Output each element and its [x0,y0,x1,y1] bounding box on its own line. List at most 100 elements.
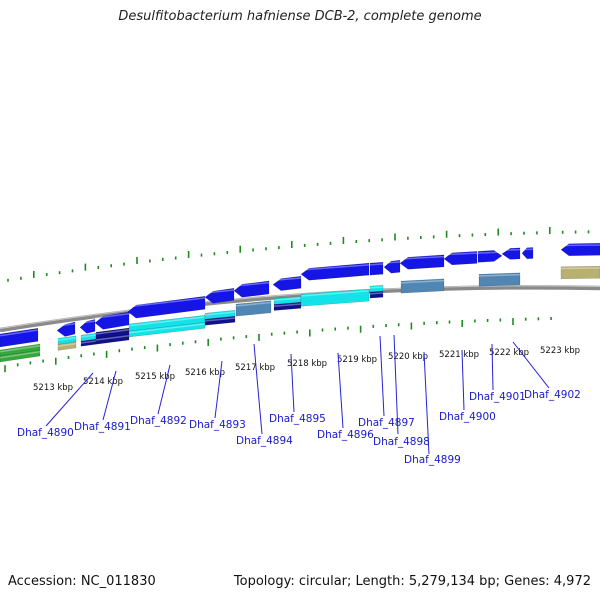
kbp-label-5218: 5218 kbp [287,359,327,369]
kbp-label-5216: 5216 kbp [185,368,225,378]
feature-highlight [301,264,369,271]
feature-highlight [57,323,75,328]
navy-feature[interactable] [273,301,302,311]
feature-highlight [301,290,369,297]
genome-summary-text: Topology: circular; Length: 5,279,134 bp… [233,574,591,589]
feature-highlight [128,297,205,308]
cds-feature[interactable] [399,254,445,270]
feature-highlight [401,279,444,284]
cyan-feature[interactable] [128,321,206,338]
feature-highlight [370,263,383,266]
feature-highlight [479,273,520,277]
cyan-feature[interactable] [369,284,384,293]
green-feature[interactable] [0,349,41,363]
feature-highlight [274,303,301,308]
feature-highlight [81,340,96,344]
feature-highlight [58,336,76,341]
cds-feature[interactable] [127,295,206,319]
khaki-feature[interactable] [57,341,77,351]
cds-feature[interactable] [300,262,370,281]
feature-highlight [444,252,477,256]
cyan-feature[interactable] [300,288,370,307]
feature-highlight [81,334,96,338]
feature-highlight [502,248,520,251]
gene-label-4892[interactable]: Dhaf_4892 [130,415,187,427]
cds-feature[interactable] [204,288,235,304]
top-tick-row [7,227,590,282]
feature-highlight [273,277,301,282]
leader-line-4901 [491,343,494,391]
cds-feature[interactable] [521,247,534,260]
feature-highlight [0,350,40,359]
feature-highlight [522,248,533,251]
cds-feature[interactable] [383,259,401,274]
bottom-tick-row [4,317,552,373]
cds-feature[interactable] [272,275,302,291]
navy-feature[interactable] [95,333,130,345]
cds-feature[interactable] [369,261,384,276]
steel-feature[interactable] [400,278,445,294]
navy-feature[interactable] [369,290,384,299]
gene-label-4896[interactable]: Dhaf_4896 [317,429,374,441]
kbp-label-5217: 5217 kbp [235,363,275,373]
cds-feature[interactable] [560,242,600,257]
feature-highlight [205,317,235,322]
feature-highlight [58,342,76,347]
gene-label-4898[interactable]: Dhaf_4898 [373,436,430,448]
cds-feature[interactable] [56,321,76,337]
feature-highlight [370,292,383,295]
feature-highlight [96,329,129,335]
gene-label-4890[interactable]: Dhaf_4890 [17,427,74,439]
cyan-feature[interactable] [57,335,77,345]
kbp-label-5223: 5223 kbp [540,346,580,356]
gene-label-4899[interactable]: Dhaf_4899 [404,454,461,466]
cds-feature[interactable] [501,247,521,260]
gene-label-4901[interactable]: Dhaf_4901 [469,391,526,403]
feature-highlight [0,344,40,353]
gene-label-4900[interactable]: Dhaf_4900 [439,411,496,423]
feature-highlight [478,251,502,254]
cds-feature[interactable] [233,280,270,298]
gene-label-4902[interactable]: Dhaf_4902 [524,389,581,401]
feature-highlight [234,281,269,287]
feature-highlight [236,301,271,307]
gene-label-4897[interactable]: Dhaf_4897 [358,417,415,429]
feature-highlight [205,311,235,316]
cds-feature[interactable] [477,250,503,263]
navy-feature[interactable] [204,315,236,326]
kbp-label-5219: 5219 kbp [337,355,377,365]
feature-highlight [561,267,600,270]
feature-highlight [0,329,38,337]
khaki-feature[interactable] [560,265,600,280]
feature-highlight [129,323,205,334]
kbp-label-5213: 5213 kbp [33,383,73,393]
backbone-arc-highlight [0,285,600,329]
feature-highlight [370,286,383,289]
gene-label-4893[interactable]: Dhaf_4893 [189,419,246,431]
navy-feature[interactable] [80,338,97,347]
feature-highlight [205,289,234,294]
gene-label-4895[interactable]: Dhaf_4895 [269,413,326,425]
steel-feature[interactable] [235,300,272,317]
feature-highlight [384,261,400,264]
accession-text: Accession: NC_011830 [8,574,156,589]
leader-line-4899 [423,351,430,455]
leader-line-4892 [157,364,171,415]
gene-label-4894[interactable]: Dhaf_4894 [236,435,293,447]
cds-feature[interactable] [443,251,478,266]
steel-feature[interactable] [478,272,521,287]
leader-line-4896 [337,352,344,429]
cds-feature[interactable] [0,327,39,348]
cds-feature[interactable] [94,311,130,330]
leader-line-4893 [214,360,223,419]
leader-line-4900 [461,349,465,411]
feature-highlight [561,244,600,247]
cds-feature[interactable] [79,319,96,334]
kbp-label-5222: 5222 kbp [489,348,529,358]
gene-label-4891[interactable]: Dhaf_4891 [74,421,131,433]
map-title: Desulfitobacterium hafniense DCB-2, comp… [118,9,482,24]
feature-highlight [95,313,129,319]
leader-line-4902 [512,341,550,389]
